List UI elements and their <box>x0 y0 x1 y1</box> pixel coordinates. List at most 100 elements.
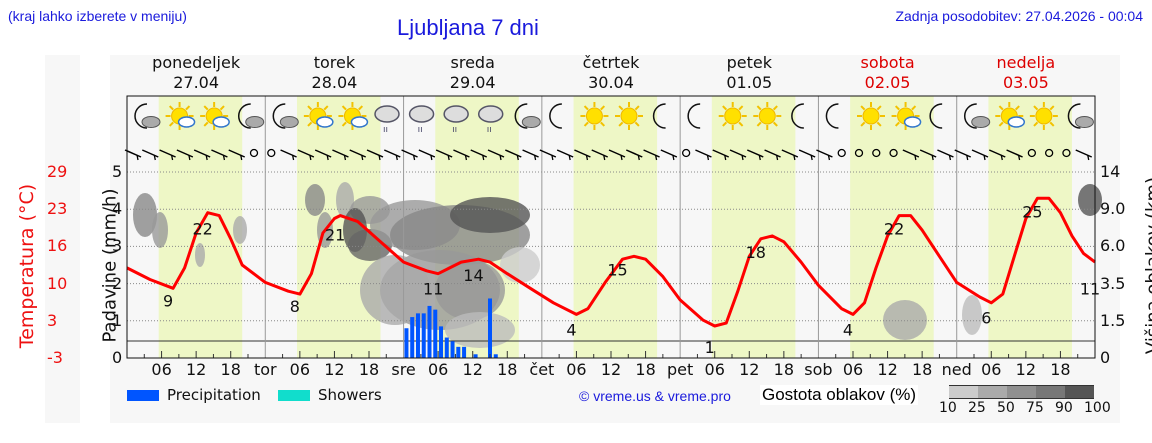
cloud-height-tick-label: 6.0 <box>1100 236 1126 256</box>
svg-text:12: 12 <box>601 360 621 379</box>
precipitation-bars <box>404 298 498 358</box>
daylight-bands <box>158 96 1072 358</box>
day-date: 01.05 <box>726 73 773 92</box>
precipitation-tick-label: 5 <box>112 162 123 181</box>
svg-text:4: 4 <box>843 320 853 339</box>
location-hint: (kraj lahko izberete v meniju) <box>8 8 187 24</box>
cloud-height-tick-label: 0 <box>1100 348 1111 367</box>
day-name: ponedeljek <box>152 53 241 72</box>
precipitation-tick-label: 3 <box>112 236 123 256</box>
day-date: 28.04 <box>311 73 358 92</box>
svg-text:21: 21 <box>325 226 345 245</box>
cloud-height-tick-label: 9.0 <box>1100 199 1126 219</box>
density-swatch <box>949 385 978 399</box>
day-name: sobota <box>860 53 915 72</box>
density-step-label: 50 <box>997 400 1015 416</box>
svg-text:06: 06 <box>428 360 448 379</box>
temperature-tick-label: -3 <box>47 348 63 367</box>
hour-ticks: 06 12 18 06 12 18 tor 06 12 18 sre 06 12 18 čet 06 12 18 p… <box>143 351 1079 379</box>
day-name: nedelja <box>996 53 1056 72</box>
showers-legend-label: Showers <box>318 386 382 404</box>
svg-text:12: 12 <box>739 360 759 379</box>
svg-text:4: 4 <box>566 320 576 339</box>
page-title: Ljubljana 7 dni <box>397 15 539 40</box>
day-date: 27.04 <box>173 73 220 92</box>
day-separators <box>264 96 958 358</box>
density-step-label: 10 <box>939 400 957 416</box>
density-swatch <box>1036 385 1065 399</box>
svg-text:ıı: ıı <box>418 125 423 135</box>
temperature-tick-label: 23 <box>47 199 68 219</box>
svg-text:12: 12 <box>324 360 344 379</box>
temperature-tick-label: 10 <box>47 273 68 293</box>
cloud-density-areas <box>133 182 1102 348</box>
density-step-label: 75 <box>1026 400 1044 416</box>
density-swatch <box>978 385 1007 399</box>
svg-text:18: 18 <box>221 360 241 379</box>
day-name: petek <box>726 53 772 72</box>
precipitation-tick-label: 4 <box>112 199 123 219</box>
last-update: Zadnja posodobitev: 27.04.2026 - 00:04 <box>895 8 1143 24</box>
day-date: 30.04 <box>588 73 634 92</box>
svg-text:18: 18 <box>497 360 517 379</box>
svg-text:pet: pet <box>667 360 693 379</box>
density-step-label: 90 <box>1055 400 1073 416</box>
svg-text:ıı: ıı <box>452 125 457 135</box>
temperature-tick-label: 3 <box>47 310 58 330</box>
day-date: 03.05 <box>1002 73 1049 92</box>
cloud-height-tick-label: 14 <box>1100 162 1121 181</box>
svg-text:06: 06 <box>705 360 725 379</box>
svg-text:6: 6 <box>981 309 991 328</box>
day-date: 02.05 <box>864 73 911 92</box>
svg-text:ıı: ıı <box>383 125 388 135</box>
svg-text:06: 06 <box>290 360 310 379</box>
day-name: sreda <box>450 53 495 72</box>
temp-axis-panel <box>45 55 80 423</box>
day-date: 29.04 <box>449 73 496 92</box>
density-step-label: 25 <box>968 400 986 416</box>
svg-text:12: 12 <box>463 360 483 379</box>
temperature-tick-label: 29 <box>47 162 68 181</box>
density-swatch <box>1007 385 1036 399</box>
svg-text:ıı: ıı <box>487 125 492 135</box>
svg-text:25: 25 <box>1022 202 1042 221</box>
svg-text:18: 18 <box>635 360 655 379</box>
gridlines <box>127 171 1095 342</box>
svg-text:18: 18 <box>1050 360 1070 379</box>
temperature-line <box>126 196 1096 328</box>
svg-text:18: 18 <box>746 243 766 262</box>
svg-text:sob: sob <box>804 360 832 379</box>
svg-text:12: 12 <box>877 360 897 379</box>
precipitation-tick-label: 2 <box>112 273 123 293</box>
temperature-tick-label: 16 <box>47 236 68 256</box>
svg-text:18: 18 <box>359 360 379 379</box>
wind-barbs-row <box>124 148 1093 161</box>
day-name: četrtek <box>582 53 640 72</box>
precipitation-tick-label: 1 <box>112 310 123 330</box>
svg-text:06: 06 <box>981 360 1001 379</box>
plot-frame <box>126 95 1096 359</box>
precipitation-swatch <box>127 390 159 401</box>
svg-text:06: 06 <box>566 360 586 379</box>
svg-text:06: 06 <box>151 360 171 379</box>
svg-text:14: 14 <box>463 266 483 285</box>
svg-text:ned: ned <box>942 360 972 379</box>
density-swatch <box>1065 385 1094 399</box>
showers-swatch <box>278 390 310 401</box>
cloud-density-title: Gostota oblakov (%) <box>760 385 919 405</box>
svg-text:06: 06 <box>843 360 863 379</box>
svg-text:9: 9 <box>163 291 173 310</box>
svg-text:18: 18 <box>912 360 932 379</box>
svg-text:12: 12 <box>186 360 206 379</box>
credit-link[interactable]: © vreme.us & vreme.pro <box>579 388 731 404</box>
cloud-height-tick-label: 3.5 <box>1100 273 1126 293</box>
precipitation-legend-label: Precipitation <box>167 386 261 404</box>
precipitation-tick-label: 0 <box>112 348 123 367</box>
svg-text:čet: čet <box>529 360 554 379</box>
svg-text:tor: tor <box>254 360 277 379</box>
svg-text:11: 11 <box>423 280 443 299</box>
svg-text:sre: sre <box>391 360 415 379</box>
day-name: torek <box>313 53 356 72</box>
svg-text:22: 22 <box>192 220 212 239</box>
svg-text:18: 18 <box>774 360 794 379</box>
